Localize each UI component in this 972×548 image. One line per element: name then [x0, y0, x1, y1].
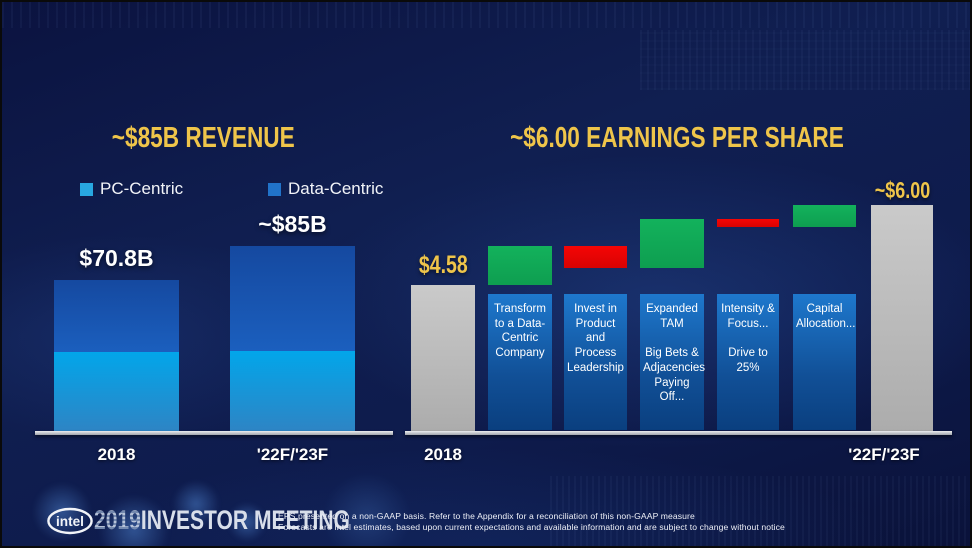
brand-event: INVESTOR MEETING — [140, 505, 350, 535]
svg-text:intel: intel — [56, 514, 84, 529]
disclaimer-line-1: EPS presented on a non-GAAP basis. Refer… — [278, 511, 695, 521]
revenue-bar-forecast — [230, 246, 355, 432]
revenue-x-axis — [35, 431, 393, 435]
legend-item-data-centric: Data-Centric — [268, 179, 383, 199]
pc-centric-segment-forecast — [230, 351, 355, 432]
disclaimer-line-2: Forecasts are Intel estimates, based upo… — [278, 521, 785, 532]
eps-start-value: $4.58 — [418, 251, 468, 279]
revenue-2018-value: $70.8B — [79, 245, 154, 271]
circuit-texture-top — [2, 2, 970, 28]
eps-step-invest-decrease — [564, 246, 627, 268]
eps-step-expanded-tam-increase — [640, 219, 704, 268]
eps-xlabel-forecast: '22F/'23F — [848, 445, 920, 464]
eps-x-axis — [405, 431, 952, 435]
revenue-xlabel-forecast: '22F/'23F — [256, 445, 329, 464]
legend-item-pc-centric: PC-Centric — [80, 179, 183, 199]
pc-centric-segment-2018 — [54, 352, 179, 432]
eps-step-intensity-decrease — [717, 219, 779, 227]
event-brand: 2019INVESTOR MEETING — [94, 505, 422, 536]
eps-step-transform-increase — [488, 246, 552, 285]
revenue-chart-heading: ~$85B REVENUE — [111, 122, 295, 154]
intel-logo: intel — [47, 507, 93, 535]
step-box-expanded-tam: Expanded TAM Big Bets & Adjacencies Payi… — [640, 294, 705, 430]
pc-centric-swatch-icon — [80, 182, 93, 196]
eps-step-capital-increase — [793, 205, 856, 227]
brand-year: 2019 — [94, 505, 141, 535]
step-box-intensity: Intensity & Focus... Drive to 25% — [717, 294, 779, 430]
eps-bar-2018-total — [411, 285, 475, 431]
revenue-xlabel-2018: 2018 — [97, 445, 136, 464]
eps-xlabel-2018: 2018 — [424, 445, 462, 464]
disclaimer: EPS presented on a non-GAAP basis. Refer… — [278, 511, 785, 532]
eps-end-value: ~$6.00 — [874, 177, 930, 203]
data-centric-segment-2018 — [54, 280, 179, 352]
eps-chart-heading: ~$6.00 EARNINGS PER SHARE — [510, 122, 844, 154]
step-box-capital: Capital Allocation... — [793, 294, 856, 430]
step-box-invest: Invest in Product and Process Leadership — [564, 294, 627, 430]
eps-bar-forecast-total — [871, 205, 933, 431]
revenue-forecast-value: ~$85B — [258, 211, 327, 237]
legend-label: PC-Centric — [100, 179, 184, 198]
step-box-transform: Transform to a Data-Centric Company — [488, 294, 552, 430]
data-centric-segment-forecast — [230, 246, 355, 351]
slide-title: BEYOND YEAR 3... SIGNIFICANT OPPORTUNITY — [2, 46, 970, 101]
revenue-bar-2018 — [54, 280, 179, 432]
legend-label: Data-Centric — [288, 179, 384, 198]
data-centric-swatch-icon — [268, 182, 281, 196]
